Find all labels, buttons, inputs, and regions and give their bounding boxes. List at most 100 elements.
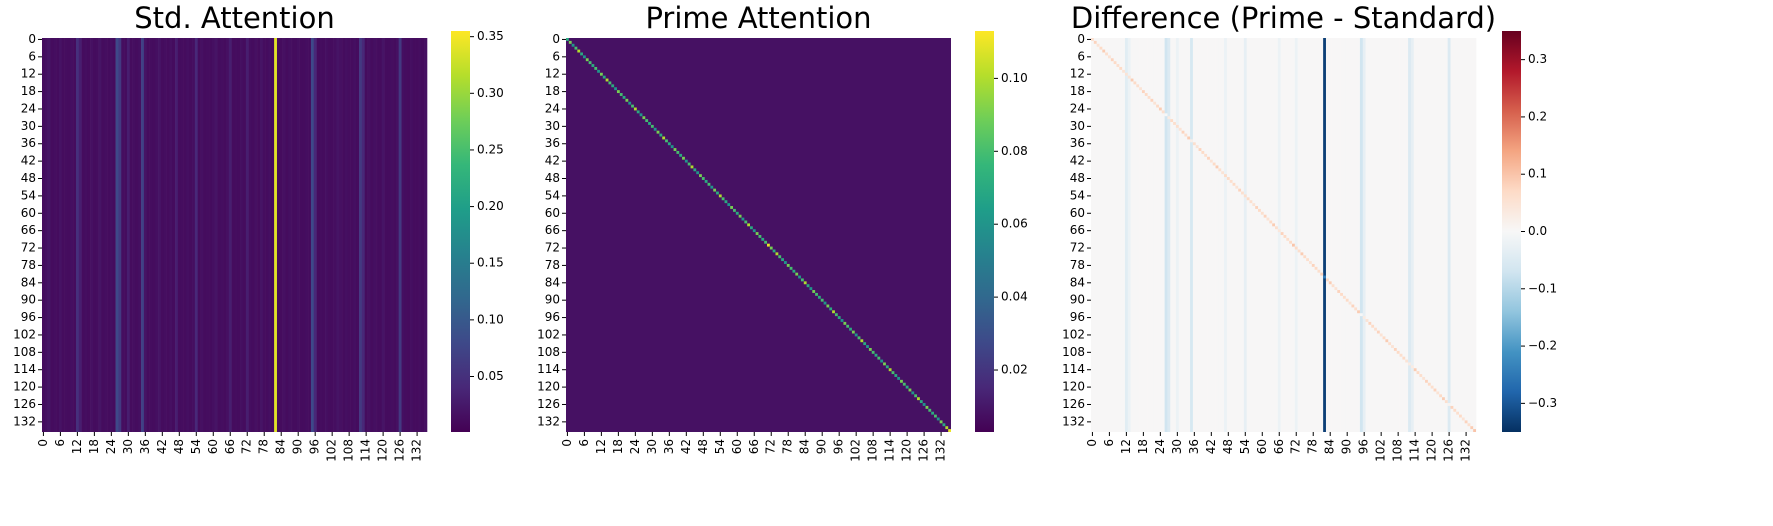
x-tick-label: 0 (36, 439, 50, 447)
heatmap-column (1218, 38, 1222, 432)
heatmap-column (1235, 38, 1239, 432)
heatmap-column (75, 38, 80, 432)
diagonal-cell (665, 139, 668, 143)
y-tick-label: 6 (1077, 49, 1085, 63)
heatmap-column (1093, 38, 1097, 432)
colorbar-tick-label: −0.2 (1528, 339, 1557, 353)
diagonal-cell (704, 179, 708, 183)
heatmap-column (407, 38, 411, 432)
diagonal-cell (1124, 72, 1128, 76)
heatmap-column (1334, 38, 1338, 432)
y-tick-label: 102 (1062, 327, 1085, 341)
heatmap-column (1207, 38, 1211, 432)
heatmap-column (42, 38, 46, 432)
heatmap-column (172, 38, 176, 432)
heatmap-column (56, 38, 60, 432)
diagonal-cell (786, 263, 790, 267)
heatmap-column (1122, 38, 1126, 432)
x-tick-label: 12 (70, 439, 84, 454)
heatmap-column (209, 38, 213, 432)
diagonal-cell (908, 388, 912, 392)
y-tick-label: 18 (1070, 84, 1085, 98)
diagonal-cell (645, 119, 649, 123)
diagonal-cell (1119, 66, 1123, 70)
heatmap-column (1204, 38, 1208, 432)
diagonal-cell (676, 150, 680, 154)
diagonal-cell (1359, 313, 1363, 317)
diagonal-cell (1201, 150, 1205, 154)
diagonal-cell (594, 66, 598, 70)
y-tick-label: 90 (1070, 293, 1085, 307)
heatmap-column (146, 38, 150, 432)
heatmap-column (1442, 38, 1446, 432)
y-tick-label: 126 (13, 397, 36, 411)
heatmap-column (1139, 38, 1143, 432)
diagonal-cell (653, 127, 657, 131)
diagonal-cell (1181, 130, 1185, 134)
heatmap-column (1340, 38, 1344, 432)
x-tick-label: 24 (1153, 439, 1167, 454)
diagonal-cell (597, 69, 600, 73)
x-tick-label: 72 (1289, 439, 1303, 454)
diagonal-cell (1430, 385, 1434, 389)
x-tick-label: 78 (1306, 439, 1320, 454)
x-tick-label: 78 (257, 439, 271, 454)
heatmap-column (186, 38, 190, 432)
heatmap-column (1291, 38, 1296, 432)
diagonal-cell (1311, 263, 1315, 267)
diagonal-cell (582, 55, 586, 59)
heatmap-column (1371, 38, 1375, 432)
heatmap-column (1459, 38, 1463, 432)
heatmap-column (265, 38, 269, 432)
diagonal-cell (761, 237, 765, 241)
heatmap-column (53, 38, 57, 432)
x-tick-label: 114 (883, 439, 897, 462)
heatmap-column (276, 38, 281, 432)
diagonal-cell (1116, 64, 1120, 67)
diagonal-cell (1459, 414, 1462, 418)
heatmap-column (1156, 38, 1160, 432)
y-tick-label: 120 (537, 380, 560, 394)
diagonal-cell (659, 133, 663, 137)
heatmap-column (109, 38, 114, 432)
diagonal-cell (812, 290, 816, 293)
heatmap-column (192, 38, 196, 432)
diagonal-cell (1275, 226, 1278, 230)
diagonal-cell (936, 417, 940, 421)
diagonal-cell (1218, 168, 1222, 172)
heatmap-column (393, 38, 397, 432)
x-tick-label: 18 (611, 439, 625, 454)
diagonal-cell (840, 319, 844, 322)
heatmap-column (1351, 38, 1355, 432)
x-tick-label: 108 (342, 439, 356, 462)
diagonal-cell (656, 130, 660, 134)
diagonal-cell (690, 165, 694, 169)
heatmap-column (1337, 38, 1341, 432)
heatmap-column (1141, 38, 1146, 432)
x-tick-label: 54 (1238, 439, 1252, 454)
diagonal-cell (1178, 127, 1182, 131)
heatmap-column (1136, 38, 1140, 432)
heatmap-column (175, 38, 179, 432)
diagonal-cell (1130, 78, 1134, 82)
diagonal-cell (693, 168, 697, 172)
diagonal-cell (1308, 261, 1312, 264)
diagonal-cell (571, 43, 575, 47)
heatmap-column (336, 38, 340, 432)
diagonal-cell (942, 423, 946, 427)
x-tick-label: 48 (696, 439, 710, 454)
diagonal-cell (1442, 397, 1445, 401)
heatmap-column (410, 38, 414, 432)
y-tick-label: 30 (1070, 119, 1085, 133)
heatmap-column (1252, 38, 1256, 432)
diagonal-cell (803, 281, 807, 285)
diagonal-cell (1266, 217, 1270, 221)
heatmap-column (183, 38, 187, 432)
y-tick-label: 18 (545, 84, 560, 98)
heatmap-column (155, 38, 159, 432)
heatmap-column (158, 38, 162, 432)
diagonal-cell (648, 122, 651, 125)
diagonal-cell (1402, 356, 1406, 360)
heatmap-column (180, 38, 184, 432)
diagonal-cell (837, 316, 841, 320)
